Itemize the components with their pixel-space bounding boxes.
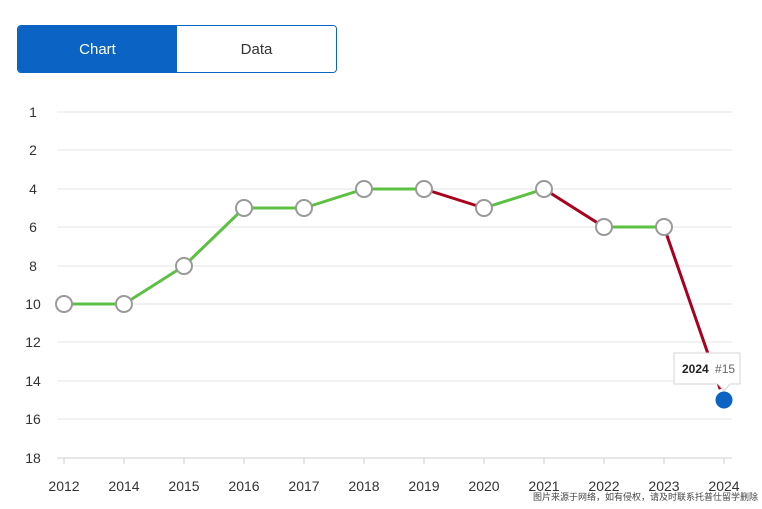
data-tab-button[interactable]: Data [177, 26, 336, 72]
x-tick-label: 2018 [348, 478, 379, 494]
data-point[interactable] [115, 295, 133, 313]
chart-tab-button[interactable]: Chart [18, 26, 177, 72]
tooltip-rank: #15 [715, 362, 735, 376]
data-point[interactable] [655, 218, 673, 236]
tooltip-label: 2024 #15 [682, 362, 735, 376]
x-axis: 2012 2014 2015 2016 2017 2018 2019 2020 2021 2022… [48, 458, 740, 494]
x-tick-label: 2023 [648, 478, 679, 494]
data-point[interactable] [55, 295, 73, 313]
data-point[interactable] [295, 199, 313, 217]
data-point[interactable] [415, 180, 433, 198]
data-point[interactable] [475, 199, 493, 217]
y-tick-label: 8 [29, 258, 37, 274]
x-tick-label: 2020 [468, 478, 499, 494]
y-tick-label: 1 [29, 104, 37, 120]
x-tick-label: 2019 [408, 478, 439, 494]
series-segment [542, 187, 606, 229]
tooltip-year: 2024 [682, 362, 709, 376]
series-segment [122, 264, 186, 306]
x-tick-label: 2014 [108, 478, 139, 494]
x-tick-label: 2016 [228, 478, 259, 494]
grid-layer [57, 111, 732, 459]
y-tick-label: 4 [29, 181, 37, 197]
data-point[interactable] [355, 180, 373, 198]
x-tick-label: 2015 [168, 478, 199, 494]
y-tick-label: 6 [29, 219, 37, 235]
series-segment [422, 187, 486, 210]
series-points [55, 180, 736, 412]
y-tick-label: 2 [29, 142, 37, 158]
tooltip-box [673, 352, 741, 392]
data-point[interactable] [595, 218, 613, 236]
view-toggle: Chart Data [17, 25, 337, 73]
x-tick-label: 2021 [528, 478, 559, 494]
x-tick-label: 2012 [48, 478, 79, 494]
y-tick-label: 10 [25, 296, 41, 312]
tooltip: 2024 #15 [673, 352, 741, 392]
y-tick-label: 16 [25, 411, 41, 427]
series-segment [182, 206, 246, 268]
y-tick-label: 18 [25, 450, 41, 466]
data-point[interactable] [175, 257, 193, 275]
data-point[interactable] [535, 180, 553, 198]
series-lines [62, 187, 726, 402]
y-tick-label: 14 [25, 373, 41, 389]
x-tick-label: 2024 [708, 478, 739, 494]
x-tick-label: 2017 [288, 478, 319, 494]
series-segment [482, 187, 546, 210]
data-point-highlighted[interactable] [712, 388, 736, 412]
x-tick-label: 2022 [588, 478, 619, 494]
data-point[interactable] [235, 199, 253, 217]
series-segment [302, 187, 366, 210]
y-tick-label: 12 [25, 334, 41, 350]
watermark-text: 图片来源于网络，如有侵权，请及时联系托普仕留学删除 [532, 493, 758, 503]
